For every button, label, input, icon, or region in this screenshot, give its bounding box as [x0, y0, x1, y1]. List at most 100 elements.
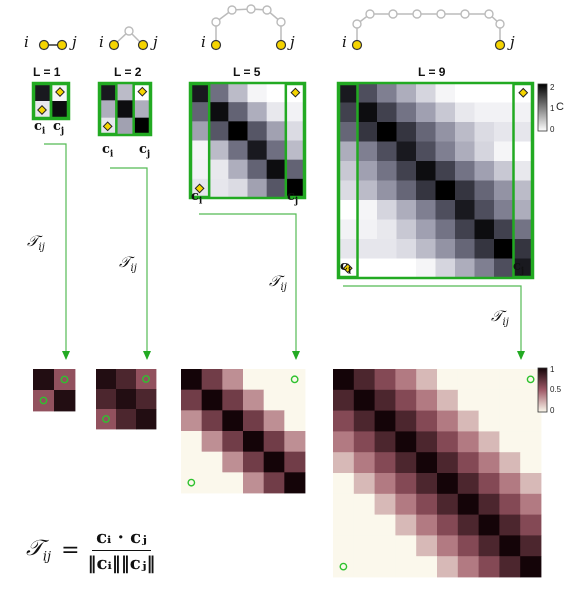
matrix-l2-cell: [133, 100, 152, 119]
formula-eq: =: [61, 538, 80, 563]
tau-label-1: 𝒯ij: [27, 232, 45, 253]
chain-l1: [38, 39, 68, 51]
matrix-l9-cell: [455, 102, 475, 123]
tau-matrix-l5-cell: [181, 389, 203, 411]
matrix-l9-cell: [435, 258, 456, 279]
tau-matrix-l9-cell: [437, 369, 459, 391]
tau-matrix-l2-cell: [96, 389, 117, 410]
matrix-l9-cell: [377, 239, 397, 259]
matrix-l9-cell: [357, 122, 378, 142]
tau-matrix-l9-cell: [416, 514, 438, 536]
matrix-l2-cell: [116, 117, 135, 136]
tau-label-9: 𝒯ij: [491, 307, 509, 328]
matrix-l5-cell: [228, 102, 248, 122]
tau-matrix-l9-cell: [353, 410, 375, 432]
tau-matrix-l9-cell: [520, 514, 542, 536]
matrix-l5-cell: [209, 178, 229, 199]
matrix-l5-cell: [247, 140, 268, 161]
tau-matrix-l5-cell: [263, 410, 285, 432]
matrix-l9-cell: [338, 141, 358, 162]
matrix-l5-cell: [209, 159, 229, 180]
matrix-l9-cell: [513, 219, 534, 240]
matrix-l5-cell: [190, 102, 210, 122]
matrix-l9-cell: [435, 200, 456, 220]
matrix-l5-cell: [285, 121, 306, 141]
ci-label-2: ci: [102, 142, 114, 160]
matrix-l9-cell: [494, 141, 514, 162]
tau-matrix-l9-cell: [520, 452, 542, 474]
tau-matrix-l1-cell: [33, 369, 55, 391]
node-j-l1: j: [72, 33, 77, 51]
marker-cj-l2: [137, 86, 148, 97]
matrix-l9-cell: [494, 239, 514, 259]
col-ci-l2: [98, 82, 118, 136]
formula-lhs: 𝒯ij: [26, 536, 52, 565]
tau-matrix-l5-cell: [201, 431, 223, 453]
tau-matrix-l9-cell: [437, 452, 459, 474]
cj-label-1: cj: [53, 119, 65, 137]
matrix-l9-cell: [435, 239, 456, 259]
matrix-l5-cell: [285, 178, 306, 199]
matrix-l9-cell: [513, 239, 534, 259]
matrix-l5-cell: [209, 83, 229, 103]
tau-matrix-l9-cell: [437, 473, 459, 495]
tau-matrix-l9-cell: [395, 514, 417, 536]
tau-matrix-l9-cell: [374, 514, 396, 536]
matrix-l2-cell: [133, 117, 152, 136]
matrix-l9-cell: [396, 239, 417, 259]
tau-matrix-l5-cell: [284, 369, 306, 391]
cj-label-5: cj: [287, 189, 299, 207]
matrix-l9-cell: [338, 122, 358, 142]
tau-matrix-l9-cell: [457, 369, 479, 391]
matrix-l9-cell: [455, 161, 475, 181]
tau-matrix-l9-cell: [499, 493, 521, 515]
tau-matrix-l9-cell: [395, 452, 417, 474]
matrix-l5-cell: [228, 159, 248, 180]
tau-matrix-l9-cell: [374, 369, 396, 391]
l-label-9: L = 9: [418, 65, 446, 79]
tau-matrix-l9-cell: [520, 493, 542, 515]
tau-matrix-l9-cell: [437, 556, 459, 578]
tau-matrix-l9-cell: [457, 556, 479, 578]
arrowhead-l1: [62, 351, 70, 360]
tau-matrix-l9-cell: [416, 389, 438, 411]
matrix-l9-cell: [357, 102, 378, 123]
tau-matrix-l5-cell: [243, 369, 265, 391]
cbar-top-tick-high: 2: [550, 83, 555, 92]
matrix-l9-cell: [494, 102, 514, 123]
node-j-l2: j: [153, 33, 158, 51]
matrix-l9-cell: [416, 83, 436, 103]
tau-matrix-l1-cell: [54, 369, 76, 391]
matrix-l2-cell: [116, 83, 135, 101]
matrix-l9-cell: [377, 122, 397, 142]
matrix-l9-cell: [357, 258, 378, 279]
matrix-l9-cell: [435, 161, 456, 181]
matrix-l9-cell: [338, 102, 358, 123]
tau-matrix-l5-cell: [263, 472, 285, 494]
matrix-l9-cell: [455, 141, 475, 162]
matrix-l9-cell: [513, 161, 534, 181]
tau-matrix-l2-cell: [116, 369, 137, 390]
formula-denominator: ‖cᵢ‖‖cⱼ‖: [87, 553, 156, 574]
matrix-l9-cell: [377, 219, 397, 240]
tau-matrix-l5-cell: [243, 410, 265, 432]
col-cj-l9: [512, 82, 534, 279]
matrix-l9-cell: [416, 161, 436, 181]
matrix-l9-cell: [396, 180, 417, 201]
tau-matrix-l5-cell: [222, 472, 244, 494]
node-j-l5: j: [290, 33, 295, 51]
marker-cj-l9: [518, 87, 529, 98]
tau-matrix-l9-cell: [478, 410, 500, 432]
tau-matrix-l9-cell: [416, 493, 438, 515]
node-j-l9: j: [510, 33, 515, 51]
matrix-l9-cell: [338, 239, 358, 259]
marker-cj-l1: [55, 87, 65, 97]
matrix-l9-cell: [338, 200, 358, 220]
matrix-l9-cell: [474, 180, 495, 201]
matrix-l5-cell: [266, 178, 287, 199]
tau-matrix-l9-cell: [374, 556, 396, 578]
tau-matrix-l9-cell: [333, 389, 355, 411]
marker-ci-l2: [102, 121, 113, 132]
tau-matrix-l5-cell: [243, 472, 265, 494]
matrix-l9-cell: [474, 200, 495, 220]
